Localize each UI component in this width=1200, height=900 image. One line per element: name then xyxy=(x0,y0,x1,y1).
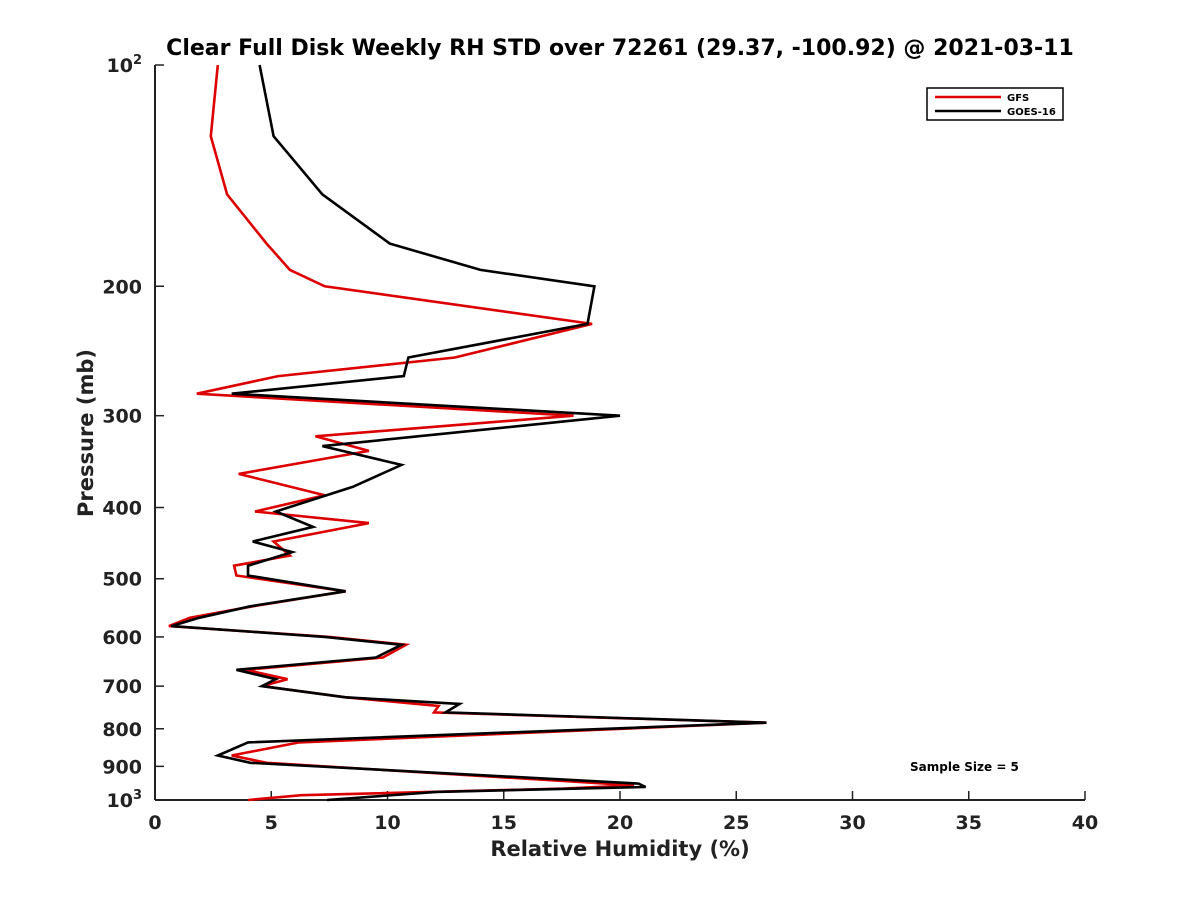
y-tick-exponent: 2 xyxy=(133,53,142,68)
y-tick-base: 800 xyxy=(102,719,142,741)
y-tick-base: 400 xyxy=(102,498,142,520)
series-layer xyxy=(168,64,767,802)
legend-label-goes16: GOES-16 xyxy=(1007,107,1056,118)
x-tick-label: 40 xyxy=(1072,812,1098,834)
series-line-goes16 xyxy=(170,64,767,802)
y-tick-base: 10 xyxy=(107,55,133,77)
y-tick-base: 200 xyxy=(102,276,142,298)
x-tick-label: 30 xyxy=(839,812,865,834)
x-axis-label: Relative Humidity (%) xyxy=(490,837,749,861)
y-tick-base: 600 xyxy=(102,627,142,649)
y-tick-label: 900 xyxy=(102,756,142,778)
y-tick-exponent: 3 xyxy=(133,788,142,803)
y-tick-base: 10 xyxy=(107,790,133,812)
x-tick-label: 25 xyxy=(723,812,749,834)
y-tick-label: 102 xyxy=(107,53,143,77)
y-tick-label: 200 xyxy=(102,276,142,298)
legend: GFS GOES-16 xyxy=(926,87,1064,121)
y-tick-label: 103 xyxy=(107,788,143,812)
legend-label-gfs: GFS xyxy=(1007,93,1029,104)
y-tick-label: 700 xyxy=(102,676,142,698)
x-tick-label: 0 xyxy=(148,812,161,834)
y-tick-base: 300 xyxy=(102,406,142,428)
x-tick-label: 35 xyxy=(956,812,982,834)
legend-box xyxy=(926,87,1064,121)
y-tick-label: 600 xyxy=(102,627,142,649)
x-tick-label: 20 xyxy=(607,812,633,834)
y-tick-base: 500 xyxy=(102,569,142,591)
y-tick-base: 700 xyxy=(102,676,142,698)
chart-title: Clear Full Disk Weekly RH STD over 72261… xyxy=(166,36,1074,61)
x-tick-label: 15 xyxy=(491,812,517,834)
x-axis-ticks: 0 5 10 15 20 25 30 35 40 xyxy=(148,791,1098,834)
y-tick-base: 900 xyxy=(102,756,142,778)
y-tick-label: 800 xyxy=(102,719,142,741)
sample-size-annotation: Sample Size = 5 xyxy=(910,760,1019,774)
y-axis-label: Pressure (mb) xyxy=(74,349,98,517)
y-tick-label: 500 xyxy=(102,569,142,591)
x-tick-label: 5 xyxy=(265,812,278,834)
y-tick-label: 300 xyxy=(102,406,142,428)
y-tick-label: 400 xyxy=(102,498,142,520)
x-tick-label: 10 xyxy=(374,812,400,834)
